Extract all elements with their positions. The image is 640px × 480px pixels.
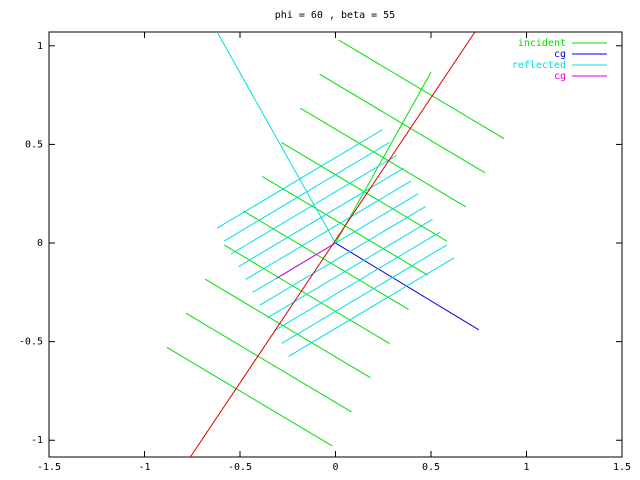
x-tick-label: 0 (332, 462, 338, 473)
y-tick-label: 0.5 (25, 139, 43, 150)
legend-label: incident (518, 38, 566, 49)
y-tick-label: -0.5 (19, 337, 43, 348)
legend-label: reflected (512, 60, 566, 71)
x-tick-label: 0.5 (422, 462, 440, 473)
x-tick-label: -1.5 (37, 462, 61, 473)
series-layer (166, 32, 505, 457)
y-tick-label: 1 (37, 41, 43, 52)
x-tick-label: -0.5 (228, 462, 252, 473)
y-tick-label: -1 (31, 435, 43, 446)
x-tick-label: 1.5 (613, 462, 631, 473)
series-line (276, 242, 336, 279)
series-line (189, 32, 476, 457)
x-tick-label: -1 (138, 462, 150, 473)
x-tick-label: 1 (523, 462, 529, 473)
legend-label: cg (554, 49, 566, 60)
series-line (335, 242, 480, 331)
chart-title: phi = 60 , beta = 55 (275, 10, 395, 21)
legend-label: cg (554, 71, 566, 82)
y-tick-label: 0 (37, 238, 43, 249)
